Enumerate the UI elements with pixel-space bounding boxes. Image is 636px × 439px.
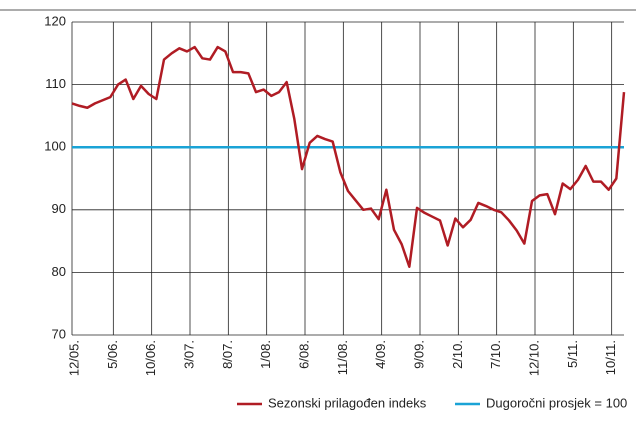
- x-tick-label: 8/07.: [220, 340, 235, 369]
- x-tick-label: 12/05.: [66, 340, 81, 376]
- x-tick-label: 12/10.: [526, 340, 541, 376]
- x-tick-label: 4/09.: [373, 340, 388, 369]
- y-tick-label: 90: [52, 201, 66, 216]
- x-tick-label: 3/07.: [181, 340, 196, 369]
- y-tick-label: 110: [45, 76, 66, 91]
- x-tick-label: 5/06.: [105, 340, 120, 369]
- x-tick-label: 11/08.: [335, 340, 350, 375]
- x-tick-label: 9/09.: [411, 340, 426, 369]
- y-tick-label: 100: [44, 139, 66, 154]
- x-tick-label: 10/06.: [143, 340, 158, 376]
- x-tick-label: 10/11.: [603, 340, 618, 375]
- y-tick-label: 80: [52, 264, 66, 279]
- data-line: [71, 45, 626, 269]
- x-tick-label: 7/10.: [488, 340, 503, 369]
- legend-label: Sezonski prilagođen indeks: [268, 395, 427, 410]
- legend-label: Dugoročni prosjek = 100: [486, 395, 627, 410]
- y-tick-label: 120: [44, 13, 66, 28]
- x-tick-label: 6/08.: [296, 340, 311, 369]
- x-tick-label: 2/10.: [450, 340, 465, 369]
- x-tick-label: 1/08.: [258, 340, 273, 369]
- x-tick-label: 5/11.: [565, 340, 580, 368]
- y-tick-label: 70: [52, 326, 66, 341]
